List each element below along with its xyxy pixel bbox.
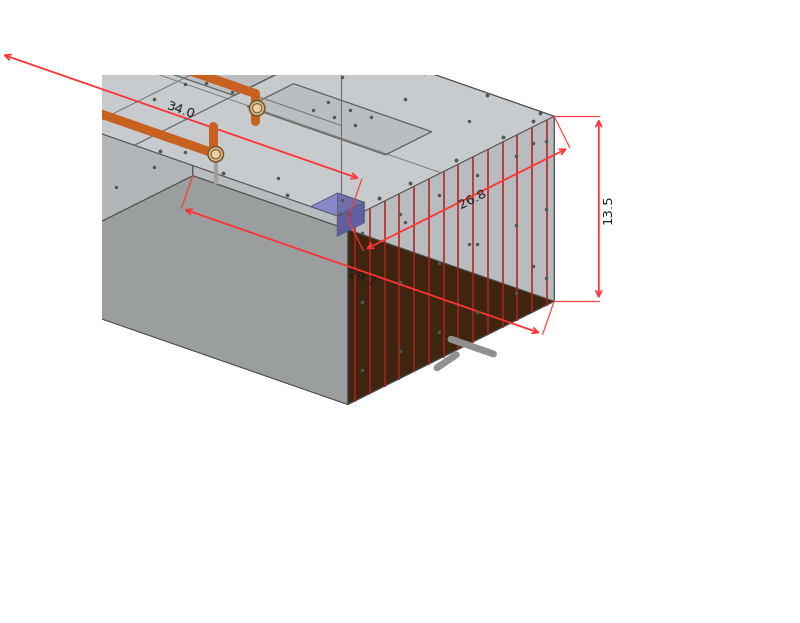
Text: 34.0: 34.0: [165, 100, 197, 121]
Polygon shape: [131, 6, 162, 42]
Polygon shape: [115, 1, 162, 21]
Polygon shape: [247, 83, 432, 155]
Polygon shape: [24, 84, 50, 114]
Polygon shape: [0, 94, 348, 404]
Circle shape: [253, 103, 262, 113]
Polygon shape: [338, 193, 364, 223]
Polygon shape: [115, 21, 162, 42]
Polygon shape: [38, 39, 85, 60]
Text: 26.8: 26.8: [457, 186, 489, 211]
Polygon shape: [24, 93, 50, 127]
Text: 13.5: 13.5: [602, 194, 614, 224]
Polygon shape: [0, 84, 50, 107]
Circle shape: [211, 150, 220, 159]
Circle shape: [250, 100, 265, 116]
Circle shape: [208, 146, 223, 162]
Polygon shape: [0, 0, 554, 219]
Polygon shape: [106, 1, 334, 95]
Polygon shape: [337, 202, 364, 236]
Polygon shape: [310, 193, 364, 216]
Polygon shape: [348, 117, 554, 404]
Polygon shape: [54, 44, 85, 80]
Polygon shape: [0, 0, 193, 279]
Text: 29.7: 29.7: [346, 268, 378, 290]
Polygon shape: [0, 176, 554, 404]
Polygon shape: [193, 0, 554, 302]
